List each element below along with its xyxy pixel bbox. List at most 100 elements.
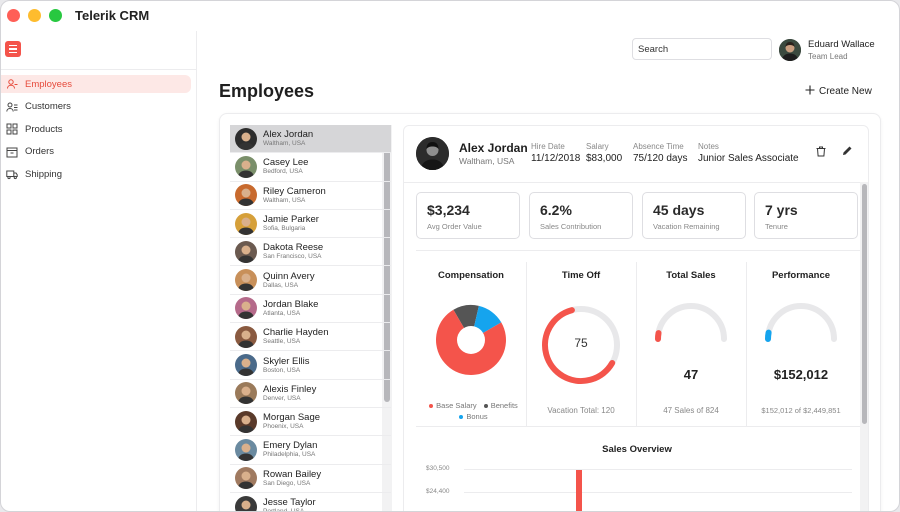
- employee-avatar: [235, 155, 257, 178]
- stat-value: $3,234: [427, 202, 470, 218]
- employee-location: Philadelphia, USA: [263, 451, 316, 459]
- employee-list-item[interactable]: Alexis Finley Denver, USA: [230, 380, 391, 408]
- user-avatar[interactable]: [779, 39, 801, 61]
- employee-location: Phoenix, USA: [263, 423, 304, 431]
- panel-divider: [746, 262, 747, 426]
- sidebar-item-employees[interactable]: Employees: [1, 75, 191, 93]
- employee-list-item[interactable]: Morgan Sage Phoenix, USA: [230, 408, 391, 437]
- performance-panel: Performance $152,012 $152,012 of $2,449,…: [746, 262, 856, 426]
- notes-label: Notes: [698, 142, 719, 151]
- sidebar-item-label: Customers: [25, 101, 71, 113]
- sidebar-item-shipping[interactable]: Shipping: [1, 165, 191, 183]
- sales-bar: [576, 470, 582, 511]
- employee-name: Emery Dylan: [263, 440, 318, 452]
- salary-label: Salary: [586, 142, 609, 151]
- employee-name: Alexis Finley: [263, 383, 317, 395]
- user-role: Team Lead: [808, 52, 848, 61]
- employee-avatar: [235, 184, 257, 207]
- absence-time-value: 75/120 days: [633, 153, 688, 164]
- employee-name: Skyler Ellis: [263, 355, 310, 367]
- employee-avatar: [235, 240, 257, 263]
- delete-button[interactable]: [814, 146, 828, 160]
- employee-list-item[interactable]: Casey Lee Bedford, USA: [230, 153, 391, 182]
- edit-button[interactable]: [840, 146, 854, 160]
- stat-label: Avg Order Value: [427, 222, 482, 231]
- stat-value: 45 days: [653, 202, 705, 218]
- time-off-panel: Time Off 75 Vacation Total: 120: [526, 262, 636, 426]
- employee-list-item[interactable]: Skyler Ellis Boston, USA: [230, 351, 391, 380]
- employee-list-item[interactable]: Charlie Hayden Seattle, USA: [230, 323, 391, 352]
- compensation-legend: Base Salary Benefits Bonus: [416, 400, 526, 422]
- employee-list-item[interactable]: Emery Dylan Philadelphia, USA: [230, 436, 391, 465]
- employee-list-item[interactable]: Alex Jordan Waltham, USA: [230, 125, 391, 154]
- stat-value: 7 yrs: [765, 202, 798, 218]
- panel-title: Total Sales: [666, 270, 716, 281]
- panel-title: Performance: [771, 270, 831, 281]
- section-divider: [416, 426, 860, 427]
- employee-list-item[interactable]: Jamie Parker Sofia, Bulgaria: [230, 210, 391, 239]
- sidebar-item-products[interactable]: Products: [1, 120, 191, 138]
- sidebar-item-customers[interactable]: Customers: [1, 98, 191, 116]
- stat-label: Vacation Remaining: [653, 222, 720, 231]
- total-sales-footer: 47 Sales of 824: [663, 406, 719, 415]
- hire-date-value: 11/12/2018: [531, 153, 581, 164]
- sidebar-nav: Employees Customers Products Orders: [1, 75, 197, 188]
- employee-name: Jordan Blake: [263, 298, 319, 310]
- search-input[interactable]: Search: [632, 38, 772, 60]
- employee-name: Quinn Avery: [263, 270, 315, 282]
- plus-icon: [805, 85, 815, 98]
- sidebar-item-label: Products: [25, 123, 63, 135]
- stat-label: Tenure: [765, 222, 788, 231]
- stat-label: Sales Contribution: [540, 222, 602, 231]
- window-minimize-button[interactable]: [28, 9, 41, 22]
- employee-location: Waltham, USA: [263, 140, 306, 148]
- employee-location: San Diego, USA: [263, 479, 311, 487]
- employee-location: Seattle, USA: [263, 338, 301, 346]
- hamburger-menu-icon[interactable]: [5, 41, 21, 57]
- employee-list-item[interactable]: Quinn Avery Dallas, USA: [230, 266, 391, 295]
- employee-list-item[interactable]: Jordan Blake Atlanta, USA: [230, 295, 391, 324]
- employee-detail-panel: Alex Jordan Waltham, USA Hire Date 11/12…: [403, 125, 869, 511]
- detail-scrollbar[interactable]: [862, 184, 867, 424]
- employee-name: Charlie Hayden: [263, 327, 329, 339]
- section-divider: [416, 250, 860, 251]
- employee-name: Alex Jordan: [263, 129, 314, 141]
- employee-name: Jamie Parker: [263, 214, 319, 226]
- employee-avatar: [235, 467, 257, 490]
- compensation-panel: Compensation Base Salary Benefits Bonus: [416, 262, 526, 426]
- detail-divider: [404, 182, 868, 183]
- stat-card-avg-order: $3,234 Avg Order Value: [416, 192, 520, 239]
- legend-benefits: Benefits: [490, 401, 518, 410]
- stat-card-vacation-remaining: 45 days Vacation Remaining: [642, 192, 746, 239]
- employee-location: Waltham, USA: [459, 156, 515, 166]
- employee-location: Sofia, Bulgaria: [263, 225, 306, 233]
- employee-name: Casey Lee: [263, 157, 309, 169]
- employee-list-scrollbar[interactable]: [384, 126, 390, 402]
- legend-base-salary: Base Salary: [436, 401, 477, 410]
- create-new-button[interactable]: Create New: [805, 85, 872, 98]
- employee-list-item[interactable]: Rowan Bailey San Diego, USA: [230, 465, 391, 493]
- customers-icon: [6, 101, 18, 113]
- employee-avatar: [235, 354, 257, 377]
- hire-date-label: Hire Date: [531, 142, 565, 151]
- employee-avatar: [235, 325, 257, 348]
- sidebar: Employees Customers Products Orders: [1, 31, 197, 511]
- employee-list-item[interactable]: Riley Cameron Waltham, USA: [230, 182, 391, 210]
- app-title: Telerik CRM: [75, 8, 150, 23]
- panel-divider: [526, 262, 527, 426]
- employee-avatar: [235, 269, 257, 292]
- employee-list-item[interactable]: Jesse Taylor Portland, USA: [230, 493, 391, 511]
- employee-name: Rowan Bailey: [263, 468, 322, 480]
- employee-location: Atlanta, USA: [263, 309, 301, 317]
- employee-location: Bedford, USA: [263, 168, 303, 176]
- orders-icon: [6, 146, 18, 158]
- legend-dot-benefits: [483, 403, 488, 408]
- employee-list-item[interactable]: Dakota Reese San Francisco, USA: [230, 238, 391, 267]
- stat-value: 6.2%: [540, 202, 572, 218]
- sidebar-item-orders[interactable]: Orders: [1, 143, 191, 161]
- employee-location: San Francisco, USA: [263, 253, 322, 261]
- window-zoom-button[interactable]: [49, 9, 62, 22]
- total-sales-arc-gauge: [655, 303, 727, 342]
- window-close-button[interactable]: [7, 9, 20, 22]
- stat-card-sales-contribution: 6.2% Sales Contribution: [529, 192, 633, 239]
